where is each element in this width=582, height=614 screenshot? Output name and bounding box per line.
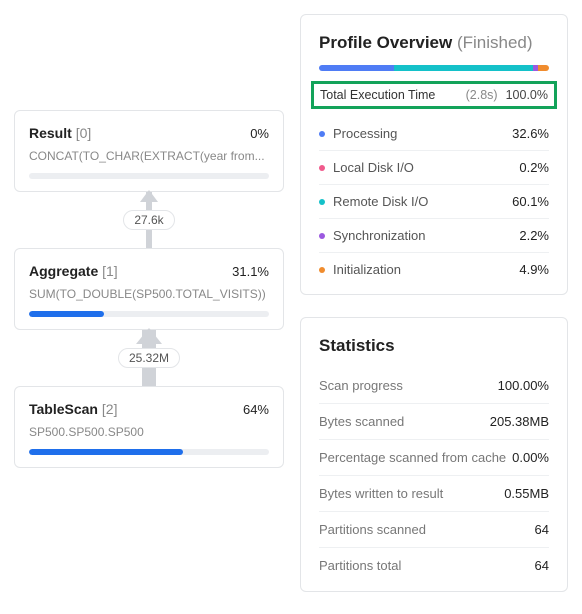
profile-metric-label: Local Disk I/O bbox=[333, 160, 414, 175]
profile-overview-card: Profile Overview (Finished) Total Execut… bbox=[300, 14, 568, 295]
profile-title: Profile Overview (Finished) bbox=[319, 33, 549, 53]
profile-title-text: Profile Overview bbox=[319, 33, 452, 52]
profile-metric-label: Synchronization bbox=[333, 228, 426, 243]
stats-row: Partitions scanned 64 bbox=[319, 512, 549, 548]
arrow-up-icon bbox=[140, 190, 158, 202]
legend-dot-icon bbox=[319, 131, 325, 137]
plan-node-expr: CONCAT(TO_CHAR(EXTRACT(year from... bbox=[29, 149, 269, 163]
plan-node-title: Aggregate [1] bbox=[29, 263, 118, 279]
stats-label: Partitions total bbox=[319, 558, 401, 573]
plan-edge-label: 27.6k bbox=[123, 210, 174, 230]
stacked-segment bbox=[319, 65, 394, 71]
plan-node-pct: 64% bbox=[243, 402, 269, 417]
plan-node-expr: SP500.SP500.SP500 bbox=[29, 425, 269, 439]
query-plan-panel: Result [0] 0% CONCAT(TO_CHAR(EXTRACT(year … bbox=[14, 0, 284, 468]
profile-metric-row: Remote Disk I/O 60.1% bbox=[319, 185, 549, 219]
profile-metric-label: Processing bbox=[333, 126, 397, 141]
total-execution-row: Total Execution Time (2.8s) 100.0% bbox=[311, 81, 557, 109]
stats-value: 0.55MB bbox=[504, 486, 549, 501]
plan-node-bar bbox=[29, 449, 269, 455]
stats-label: Bytes written to result bbox=[319, 486, 443, 501]
profile-metric-label: Initialization bbox=[333, 262, 401, 277]
stats-value: 64 bbox=[535, 558, 549, 573]
profile-metric-value: 4.9% bbox=[519, 262, 549, 277]
profile-metric-label: Remote Disk I/O bbox=[333, 194, 428, 209]
stats-row: Scan progress 100.00% bbox=[319, 368, 549, 404]
total-exec-label: Total Execution Time bbox=[320, 88, 435, 102]
statistics-title: Statistics bbox=[319, 336, 549, 356]
stats-value: 64 bbox=[535, 522, 549, 537]
stats-value: 0.00% bbox=[512, 450, 549, 465]
stacked-segment bbox=[538, 65, 549, 71]
profile-metric-row: Local Disk I/O 0.2% bbox=[319, 151, 549, 185]
plan-node-index: [1] bbox=[102, 263, 118, 279]
profile-metric-value: 32.6% bbox=[512, 126, 549, 141]
plan-edge: 27.6k bbox=[14, 192, 284, 248]
plan-node-pct: 31.1% bbox=[232, 264, 269, 279]
total-exec-pct: 100.0% bbox=[506, 88, 548, 102]
plan-node-index: [0] bbox=[76, 125, 92, 141]
stats-label: Percentage scanned from cache bbox=[319, 450, 506, 465]
right-panel: Profile Overview (Finished) Total Execut… bbox=[300, 14, 568, 614]
stats-row: Partitions total 64 bbox=[319, 548, 549, 583]
legend-dot-icon bbox=[319, 165, 325, 171]
arrow-up-icon bbox=[136, 328, 162, 344]
plan-node-title: Result [0] bbox=[29, 125, 91, 141]
plan-node[interactable]: Aggregate [1] 31.1% SUM(TO_DOUBLE(SP500.TO… bbox=[14, 248, 284, 330]
stats-value: 100.00% bbox=[498, 378, 549, 393]
plan-node-pct: 0% bbox=[250, 126, 269, 141]
statistics-card: Statistics Scan progress 100.00% Bytes sca… bbox=[300, 317, 568, 592]
stats-value: 205.38MB bbox=[490, 414, 549, 429]
stats-label: Partitions scanned bbox=[319, 522, 426, 537]
profile-stacked-bar bbox=[319, 65, 549, 71]
plan-node-expr: SUM(TO_DOUBLE(SP500.TOTAL_VISITS)) bbox=[29, 287, 269, 301]
legend-dot-icon bbox=[319, 267, 325, 273]
plan-node-bar bbox=[29, 173, 269, 179]
stats-label: Bytes scanned bbox=[319, 414, 404, 429]
profile-metric-value: 2.2% bbox=[519, 228, 549, 243]
plan-edge: 25.32M bbox=[14, 330, 284, 386]
plan-edge-label: 25.32M bbox=[118, 348, 180, 368]
profile-metric-value: 60.1% bbox=[512, 194, 549, 209]
profile-status: (Finished) bbox=[457, 33, 533, 52]
plan-node-index: [2] bbox=[102, 401, 118, 417]
stats-row: Bytes scanned 205.38MB bbox=[319, 404, 549, 440]
stats-label: Scan progress bbox=[319, 378, 403, 393]
stats-row: Percentage scanned from cache 0.00% bbox=[319, 440, 549, 476]
plan-node-title: TableScan [2] bbox=[29, 401, 117, 417]
profile-metric-row: Initialization 4.9% bbox=[319, 253, 549, 286]
profile-metric-row: Processing 32.6% bbox=[319, 117, 549, 151]
plan-node[interactable]: TableScan [2] 64% SP500.SP500.SP500 bbox=[14, 386, 284, 468]
plan-node-bar bbox=[29, 311, 269, 317]
total-exec-time: (2.8s) bbox=[466, 88, 498, 102]
profile-metric-value: 0.2% bbox=[519, 160, 549, 175]
profile-metric-row: Synchronization 2.2% bbox=[319, 219, 549, 253]
plan-node[interactable]: Result [0] 0% CONCAT(TO_CHAR(EXTRACT(year … bbox=[14, 110, 284, 192]
stats-row: Bytes written to result 0.55MB bbox=[319, 476, 549, 512]
legend-dot-icon bbox=[319, 233, 325, 239]
stacked-segment bbox=[394, 65, 532, 71]
legend-dot-icon bbox=[319, 199, 325, 205]
